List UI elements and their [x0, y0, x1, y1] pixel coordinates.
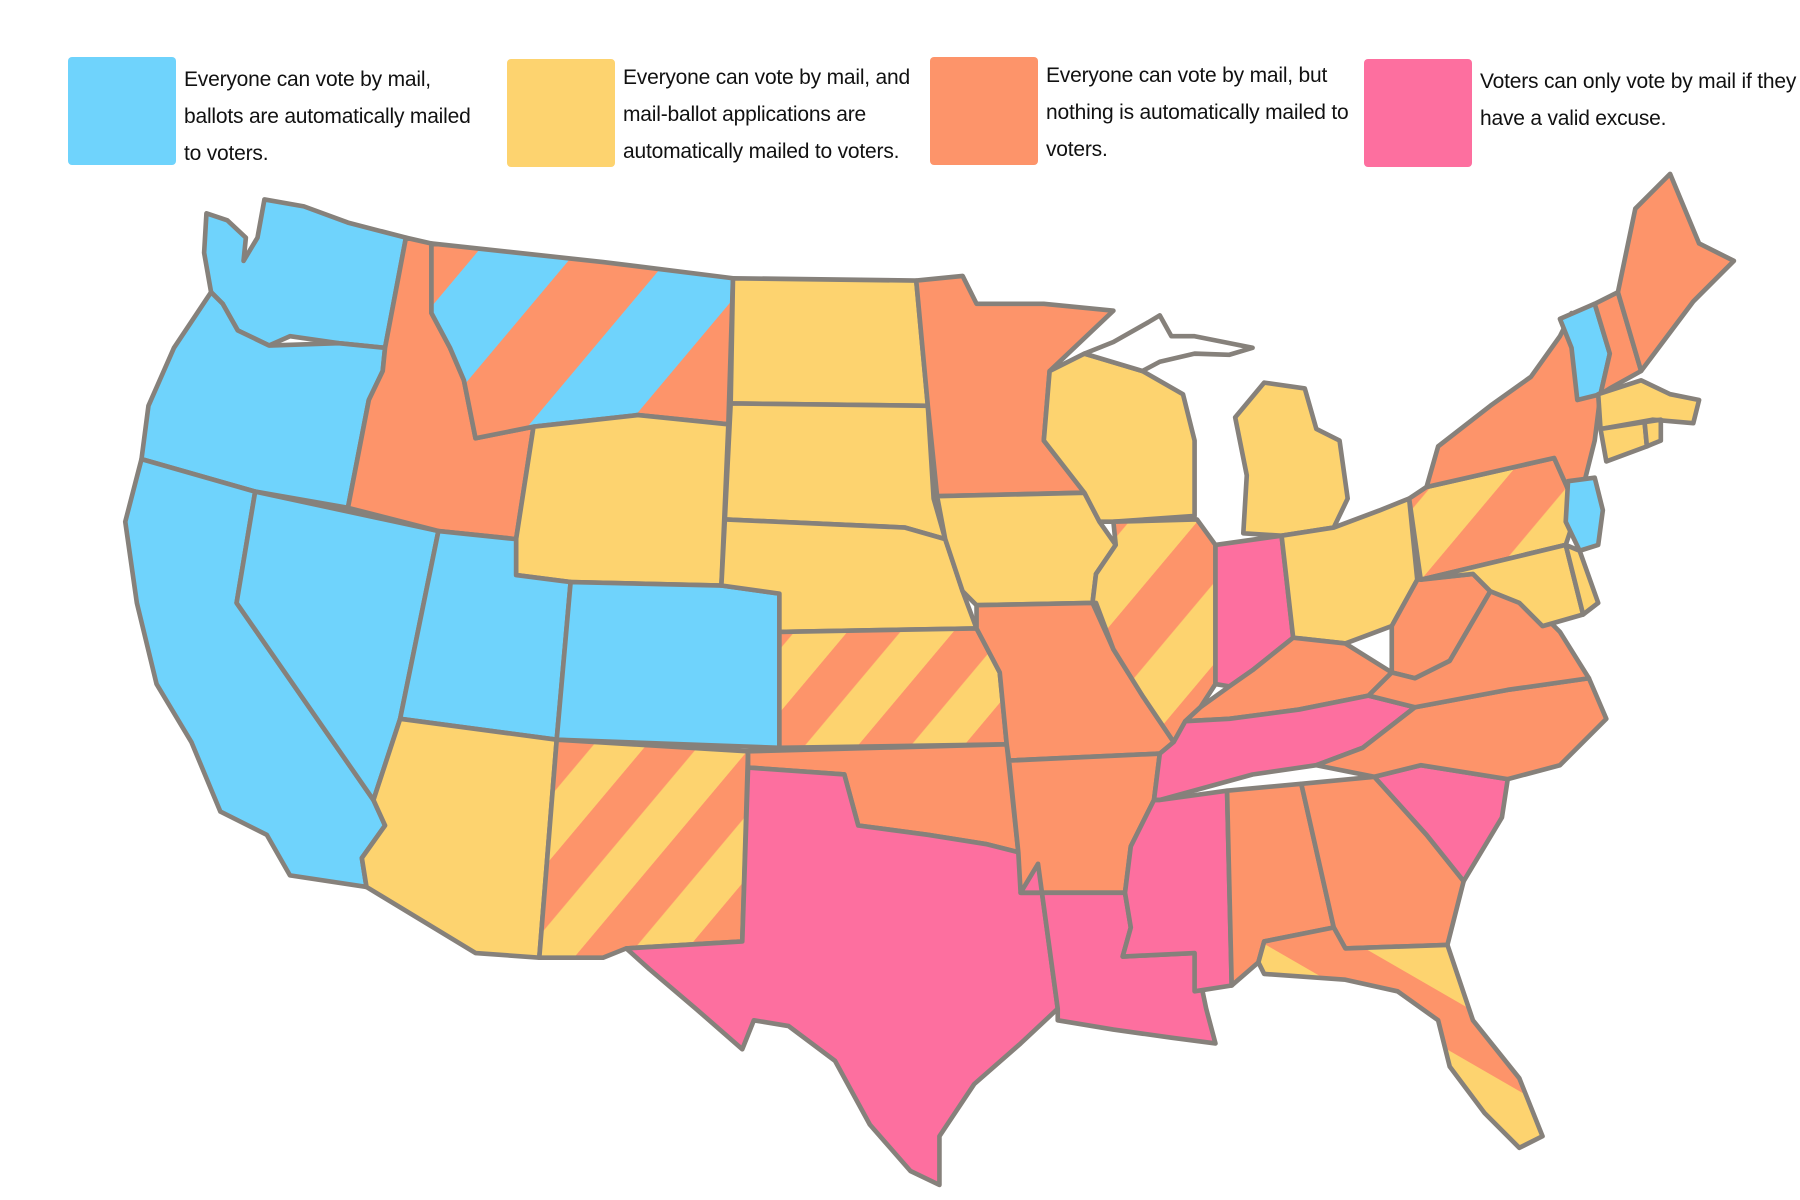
- state-de: [1563, 542, 1601, 617]
- state-me: [1615, 171, 1737, 374]
- state-mt: [429, 241, 736, 441]
- state-nd: [728, 275, 931, 409]
- state-tx: [623, 765, 1061, 1188]
- legend-swatch-yellow: [507, 59, 615, 167]
- legend-swatch-pink: [1364, 59, 1472, 167]
- state-fl: [1256, 925, 1545, 1151]
- legend-item-orange: Everyone can vote by mail, but nothing i…: [930, 57, 1376, 168]
- legend-label-blue: Everyone can vote by mail, ballots are a…: [184, 68, 471, 165]
- state-wy: [513, 412, 731, 588]
- legend-item-blue: Everyone can vote by mail, ballots are a…: [68, 57, 474, 172]
- state-az: [359, 716, 560, 960]
- legend-swatch-orange: [930, 57, 1038, 165]
- legend-label-yellow: Everyone can vote by mail, and mail-ball…: [623, 66, 910, 163]
- state-ks: [777, 626, 1010, 751]
- legend-swatch-blue: [68, 57, 176, 165]
- legend-item-yellow: Everyone can vote by mail, and mail-ball…: [507, 59, 923, 170]
- state-nj: [1563, 475, 1606, 554]
- state-ia: [934, 490, 1119, 608]
- state-ri: [1642, 417, 1664, 449]
- state-mi: [1232, 380, 1350, 538]
- state-nm: [536, 737, 751, 960]
- legend-label-pink: Voters can only vote by mail if they hav…: [1480, 70, 1797, 130]
- state-co: [554, 579, 782, 751]
- legend-label-orange: Everyone can vote by mail, but nothing i…: [1046, 64, 1349, 161]
- state-ct: [1598, 419, 1650, 464]
- legend-item-pink: Voters can only vote by mail if they hav…: [1364, 59, 1800, 167]
- michigan-upper-peninsula-outline: [1082, 313, 1255, 374]
